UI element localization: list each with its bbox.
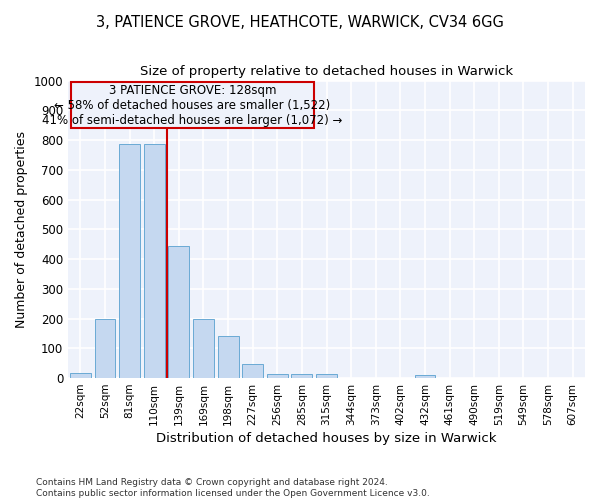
Y-axis label: Number of detached properties: Number of detached properties bbox=[15, 131, 28, 328]
Bar bbox=[292, 374, 313, 378]
Bar bbox=[218, 336, 239, 378]
Bar bbox=[95, 320, 115, 378]
Bar bbox=[316, 374, 337, 378]
Bar bbox=[119, 144, 140, 378]
Bar bbox=[144, 144, 164, 378]
Bar bbox=[415, 375, 436, 378]
Text: 3, PATIENCE GROVE, HEATHCOTE, WARWICK, CV34 6GG: 3, PATIENCE GROVE, HEATHCOTE, WARWICK, C… bbox=[96, 15, 504, 30]
Text: Contains HM Land Registry data © Crown copyright and database right 2024.
Contai: Contains HM Land Registry data © Crown c… bbox=[36, 478, 430, 498]
Bar bbox=[193, 320, 214, 378]
Text: 3 PATIENCE GROVE: 128sqm
← 58% of detached houses are smaller (1,522)
41% of sem: 3 PATIENCE GROVE: 128sqm ← 58% of detach… bbox=[42, 84, 343, 126]
Title: Size of property relative to detached houses in Warwick: Size of property relative to detached ho… bbox=[140, 65, 513, 78]
Bar bbox=[242, 364, 263, 378]
Bar bbox=[267, 374, 288, 378]
Bar bbox=[70, 372, 91, 378]
FancyBboxPatch shape bbox=[71, 82, 314, 128]
X-axis label: Distribution of detached houses by size in Warwick: Distribution of detached houses by size … bbox=[156, 432, 497, 445]
Bar bbox=[169, 246, 189, 378]
